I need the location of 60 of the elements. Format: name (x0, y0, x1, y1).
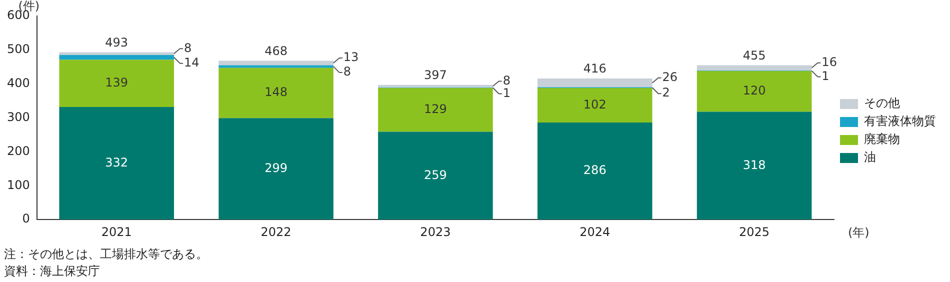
data-label: 259 (424, 168, 447, 182)
x-tick-label: 2024 (580, 224, 610, 239)
data-label: 299 (264, 160, 288, 175)
data-label: 148 (264, 85, 288, 100)
y-tick-label: 200 (7, 144, 30, 158)
legend-label: 油 (864, 150, 876, 164)
data-label: 120 (742, 83, 766, 98)
bar (59, 60, 174, 107)
total-label: 416 (583, 62, 606, 76)
bar (537, 78, 652, 88)
legend-label: その他 (864, 96, 900, 110)
data-label: 139 (105, 75, 128, 90)
x-tick-label: 2025 (739, 224, 770, 239)
bar (696, 70, 812, 112)
data-label: 2 (662, 86, 670, 100)
data-label: 8 (184, 40, 192, 55)
bar (378, 132, 493, 220)
total-label: 397 (424, 68, 447, 82)
bar (537, 122, 652, 220)
x-axis-title: (年) (848, 226, 870, 240)
data-label: 13 (343, 50, 359, 64)
x-tick-label: 2021 (101, 224, 132, 239)
bar (696, 65, 812, 71)
total-label: 493 (105, 35, 128, 50)
bar (696, 112, 812, 220)
legend-label: 廃棄物 (864, 132, 900, 146)
data-label: 332 (105, 155, 128, 170)
data-label: 8 (502, 73, 510, 88)
x-tick-label: 2022 (260, 224, 292, 239)
y-tick-label: 400 (7, 76, 30, 90)
bar (378, 84, 493, 88)
data-label: 129 (424, 102, 447, 116)
x-tick-label: 2023 (420, 224, 451, 239)
bar (218, 118, 334, 220)
data-label: 1 (502, 86, 510, 100)
data-label: 102 (583, 97, 606, 112)
y-tick-label: 100 (7, 178, 30, 192)
bar (378, 88, 493, 132)
bar (537, 88, 652, 123)
bar (59, 106, 174, 220)
data-label: 318 (742, 158, 766, 172)
bar (59, 52, 174, 56)
y-tick-label: 300 (7, 110, 30, 124)
y-tick-label: 500 (7, 42, 30, 56)
text: 資料：海上保安庁 (4, 263, 101, 280)
data-label: 8 (343, 64, 352, 79)
bar (59, 55, 174, 60)
bar (218, 65, 334, 68)
data-label: 26 (662, 70, 678, 84)
total-label: 468 (264, 44, 288, 58)
y-tick-label: 0 (22, 212, 30, 226)
bar (218, 60, 334, 66)
data-label: 16 (822, 55, 837, 70)
data-label: 14 (184, 56, 200, 70)
data-label: 1 (822, 68, 830, 83)
legend-label: 有害液体物質 (864, 114, 936, 128)
bar (218, 68, 334, 118)
text: 注：その他とは、工場排水等である。 (4, 246, 209, 263)
data-label: 286 (583, 163, 606, 178)
total-label: 455 (742, 48, 766, 62)
